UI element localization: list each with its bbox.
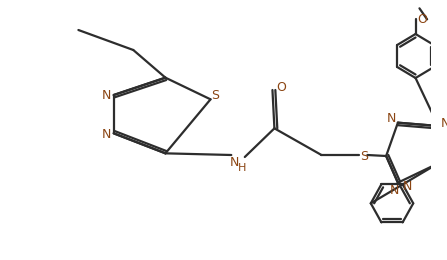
Text: O: O xyxy=(417,13,427,26)
Text: N: N xyxy=(403,180,412,193)
Text: S: S xyxy=(211,89,219,102)
Text: N: N xyxy=(440,116,447,129)
Text: N: N xyxy=(387,112,396,125)
Text: S: S xyxy=(360,150,368,162)
Text: N: N xyxy=(389,184,399,197)
Text: N: N xyxy=(102,128,112,141)
Text: N: N xyxy=(102,88,112,101)
Text: O: O xyxy=(276,81,286,94)
Text: N: N xyxy=(229,155,239,168)
Text: H: H xyxy=(238,163,246,173)
